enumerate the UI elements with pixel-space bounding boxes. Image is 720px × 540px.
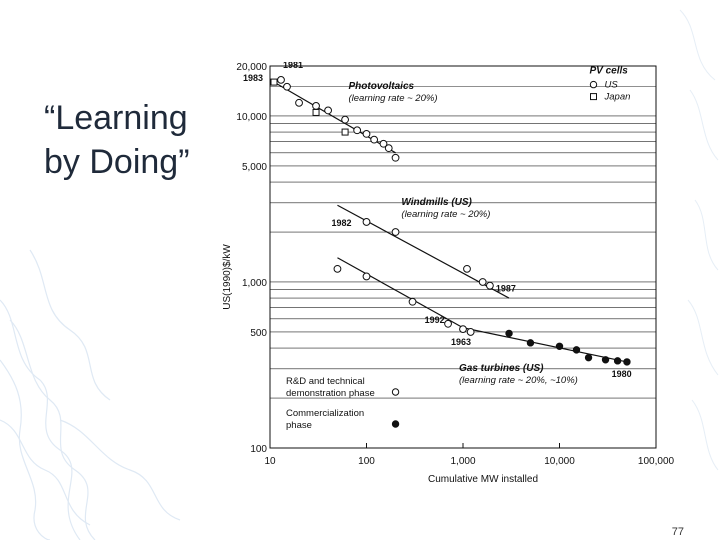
y-tick-label: 20,000 xyxy=(236,62,267,73)
pv-us-point xyxy=(362,129,371,138)
legend-entry-label: US xyxy=(605,80,619,91)
phase-legend-label-line-2: phase xyxy=(286,420,312,431)
x-tick-label: 10,000 xyxy=(544,456,575,467)
y-tick-label: 500 xyxy=(250,328,267,339)
pv-us-point xyxy=(370,135,379,144)
windmills-end-year-label: 1987 xyxy=(496,284,516,294)
page-number: 77 xyxy=(671,526,684,538)
pv-japan-point xyxy=(312,108,320,116)
gas-turbines-rd-point xyxy=(459,325,467,334)
chart-panel: 1981 1983 Photovoltaics (learning rate ~ 20… xyxy=(214,62,684,490)
windmills-point xyxy=(362,218,371,226)
gas-turbines-end-year-label: 1980 xyxy=(612,369,632,379)
gas-turbines-commercial-point xyxy=(526,339,535,347)
windmills-point xyxy=(391,228,400,236)
gas-turbines-commercial-point xyxy=(505,329,513,338)
gas-turbines-rd-point xyxy=(466,328,475,336)
slide-title-line-2: by Doing” xyxy=(44,143,190,181)
slide-title-line-1: “Learning xyxy=(44,99,188,137)
windmills-point xyxy=(485,281,494,290)
pv-us-point xyxy=(379,139,388,148)
x-tick-label: 10 xyxy=(264,456,276,467)
slide-title: “Learning by Doing” xyxy=(44,96,190,184)
windmills-point xyxy=(478,278,487,286)
pv-us-point xyxy=(391,153,400,162)
y-tick-label: 1,000 xyxy=(242,278,267,289)
x-tick-label: 1,000 xyxy=(450,456,475,467)
legend-open-circle-marker xyxy=(589,80,598,89)
pv-us-point xyxy=(283,82,291,91)
y-tick-label: 10,000 xyxy=(236,112,267,123)
gas-turbines-commercial-point xyxy=(613,357,622,365)
pv-japan-point xyxy=(270,78,278,86)
pv-us-point xyxy=(312,101,320,110)
photovoltaics-learning-rate: (learning rate ~ 20%) xyxy=(349,93,438,104)
pv-us-point xyxy=(295,98,303,107)
phase-legend-label-line-1: R&D and technical xyxy=(286,376,365,387)
gas-turbines-commercial-point xyxy=(572,346,581,354)
gridlines xyxy=(270,65,656,399)
pv-japan-point xyxy=(341,128,349,136)
phase-legend-filled-circle-marker xyxy=(391,420,400,428)
windmills-point xyxy=(463,264,471,273)
pv-us-point xyxy=(384,144,393,153)
gas-turbines-learning-rate: (learning rate ~ 20%, ~10%) xyxy=(459,375,578,386)
gas-turbines-rd-point xyxy=(333,264,342,273)
gas-turbines-rd-point xyxy=(408,297,417,306)
gas-turbines-start-year-label: 1963 xyxy=(451,337,471,347)
phase-legend-label-line-1: Commercialization xyxy=(286,408,364,419)
pv-cells-legend-title: PV cells xyxy=(590,66,629,77)
gas-turbines-commercial-point xyxy=(601,356,610,364)
axes: 10 100 1,000 10,000 100,00020,00010,0005,000… xyxy=(222,62,675,485)
gas-turbines-rd-point xyxy=(444,319,452,328)
phase-legend-label-line-2: demonstration phase xyxy=(286,388,375,399)
x-tick-label: 100,000 xyxy=(638,456,675,467)
y-axis-label: US(1990)$/kW xyxy=(222,244,233,310)
pv-us-point xyxy=(341,115,349,124)
gas-turbines-commercial-point xyxy=(584,353,593,362)
gas-turbines-series-name: Gas turbines (US) xyxy=(459,363,544,374)
legend-open-square-marker xyxy=(590,93,597,101)
pv-japan-start-year-label: 1983 xyxy=(243,73,263,83)
y-tick-label: 5,000 xyxy=(242,162,267,173)
gas-turbines-rd-trend-line xyxy=(337,257,464,329)
y-tick-label: 100 xyxy=(250,444,267,455)
gas-turbines-commercial-trend-line xyxy=(462,327,628,363)
legend-entry-label: Japan xyxy=(604,92,631,103)
gas-turbines-kink-year-label: 1992 xyxy=(425,315,445,325)
phase-legend-open-circle-marker xyxy=(391,388,400,396)
pv-us-point xyxy=(277,75,285,84)
pv-us-point xyxy=(353,126,362,135)
x-axis-label: Cumulative MW installed xyxy=(428,474,538,485)
gas-turbines-commercial-point xyxy=(623,358,631,366)
gas-turbines-rd-point xyxy=(362,272,371,281)
pv-us-point xyxy=(324,106,332,115)
windmills-series-name: Windmills (US) xyxy=(401,197,472,208)
x-tick-label: 100 xyxy=(358,456,375,467)
windmills-start-year-label: 1982 xyxy=(331,218,351,228)
pv-start-year-label: 1981 xyxy=(283,62,303,70)
photovoltaics-series-name: Photovoltaics xyxy=(349,81,415,92)
windmills-learning-rate: (learning rate ~ 20%) xyxy=(401,209,490,220)
gas-turbines-commercial-point xyxy=(555,342,564,350)
